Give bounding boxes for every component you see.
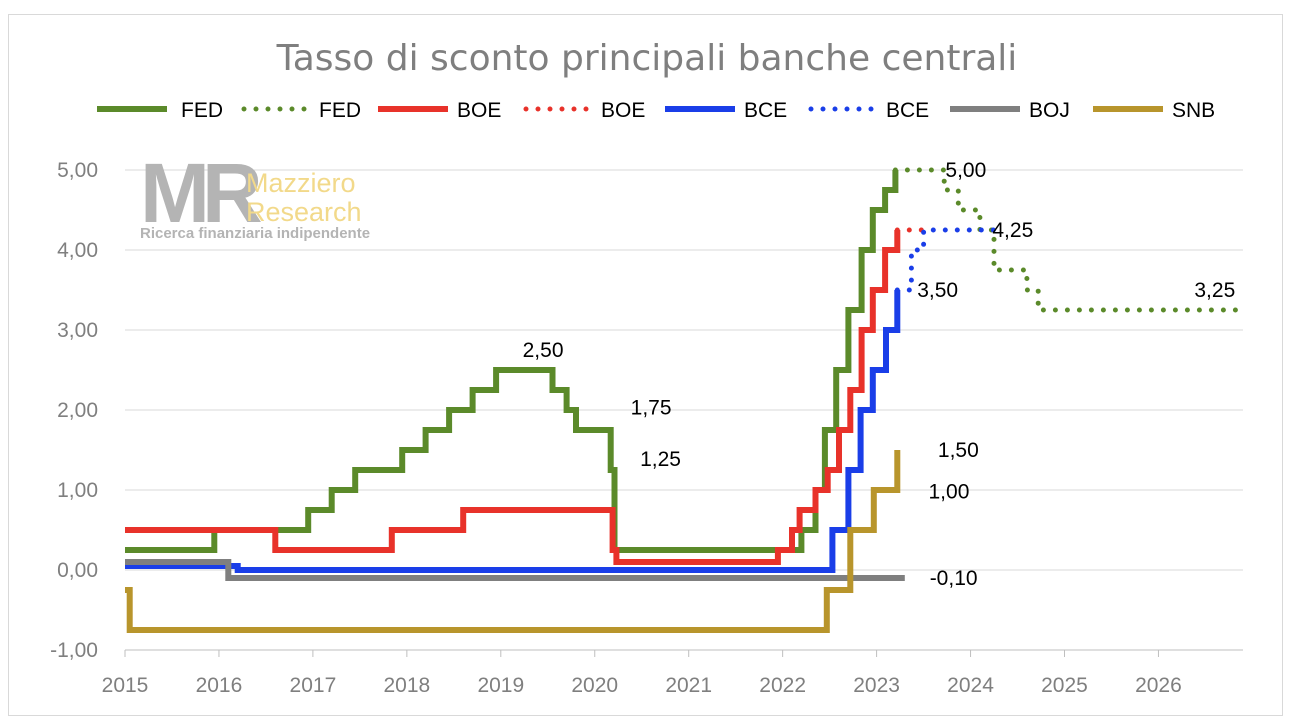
x-tick-label: 2026 bbox=[1135, 674, 1182, 697]
chart-title: Tasso di sconto principali banche centra… bbox=[276, 38, 1018, 79]
x-tick-label: 2017 bbox=[290, 674, 337, 697]
series-line-bce-solid bbox=[125, 290, 901, 573]
legend-label: BOE bbox=[601, 99, 645, 122]
x-tick-label: 2020 bbox=[571, 674, 618, 697]
data-label: 3,25 bbox=[1194, 279, 1235, 302]
legend-label: BOE bbox=[457, 99, 501, 122]
x-tick-label: 2022 bbox=[759, 674, 806, 697]
data-label: 2,50 bbox=[523, 339, 564, 362]
legend-label: BCE bbox=[886, 99, 929, 122]
legend: FED FED BOE BOE BCE BCE BOJ SNB bbox=[97, 99, 1215, 122]
series-line-bce-dotted bbox=[894, 227, 997, 293]
x-tick-label: 2015 bbox=[102, 674, 149, 697]
series-line-boe-solid bbox=[125, 230, 901, 565]
y-tick-label: 2,00 bbox=[57, 399, 98, 422]
watermark-logo: MR Mazziero Research Ricerca finanziaria… bbox=[140, 146, 370, 242]
annotations: 5,00 4,25 3,50 3,25 2,50 1,75 1,25 1,50 1,00 -0,1… bbox=[523, 159, 1236, 590]
data-label: -0,10 bbox=[930, 567, 978, 590]
data-label: 5,00 bbox=[945, 159, 986, 182]
watermark-line2: Research bbox=[246, 197, 362, 227]
data-label: 4,25 bbox=[992, 219, 1033, 242]
x-tick-label: 2019 bbox=[477, 674, 524, 697]
y-tick-label: 1,00 bbox=[57, 479, 98, 502]
x-tick-label: 2023 bbox=[853, 674, 900, 697]
watermark-brand: MR bbox=[140, 146, 261, 240]
y-tick-label: 5,00 bbox=[57, 159, 98, 182]
x-tick-label: 2016 bbox=[196, 674, 243, 697]
series-line-boj-solid bbox=[125, 559, 905, 581]
data-label: 1,00 bbox=[929, 481, 970, 504]
x-tick-label: 2018 bbox=[383, 674, 430, 697]
series-line-fed-dotted bbox=[892, 167, 1241, 313]
series-line-snb-solid bbox=[125, 450, 901, 633]
legend-label: BCE bbox=[744, 99, 787, 122]
x-tick-label: 2024 bbox=[947, 674, 994, 697]
y-tick-label: 3,00 bbox=[57, 319, 98, 342]
series-group bbox=[125, 167, 1241, 633]
y-tick-label: 0,00 bbox=[57, 559, 98, 582]
data-label: 1,50 bbox=[938, 439, 979, 462]
y-tick-label: 4,00 bbox=[57, 239, 98, 262]
legend-label: FED bbox=[319, 99, 361, 122]
data-label: 1,25 bbox=[640, 448, 681, 471]
legend-label: FED bbox=[181, 99, 223, 122]
data-label: 3,50 bbox=[917, 279, 958, 302]
x-tick-label: 2021 bbox=[665, 674, 712, 697]
data-label: 1,75 bbox=[631, 397, 672, 420]
y-tick-label: -1,00 bbox=[50, 639, 98, 662]
axes: -1,00 0,00 1,00 2,00 3,00 4,00 5,00 2015 2016 201… bbox=[50, 159, 1243, 697]
chart-frame bbox=[8, 14, 1283, 716]
watermark-tagline: Ricerca finanziaria indipendente bbox=[140, 225, 370, 242]
watermark-line1: Mazziero bbox=[246, 168, 356, 198]
x-tick-label: 2025 bbox=[1041, 674, 1088, 697]
legend-label: BOJ bbox=[1029, 99, 1070, 122]
legend-label: SNB bbox=[1172, 99, 1215, 122]
series-line-fed-solid bbox=[125, 170, 899, 553]
